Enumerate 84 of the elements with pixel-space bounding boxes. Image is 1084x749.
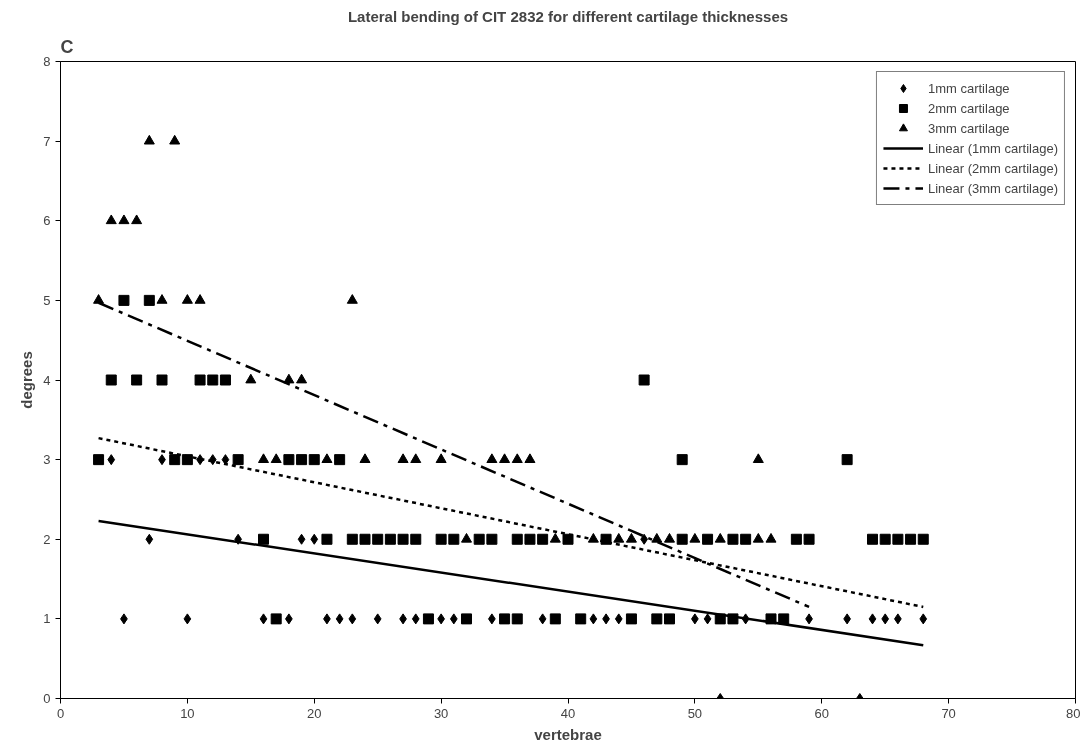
legend-label: 3mm cartilage	[927, 120, 1010, 136]
x-tick-label: 10	[180, 705, 195, 721]
point	[524, 453, 536, 464]
point	[208, 454, 217, 466]
point	[346, 294, 358, 304]
point	[614, 613, 623, 625]
point	[359, 453, 371, 464]
y-tick-label: 2	[43, 531, 51, 547]
y-tick-label: 5	[43, 292, 51, 308]
point	[183, 613, 192, 625]
legend-label: Linear (2mm cartilage)	[927, 160, 1058, 176]
y-tick-label: 4	[43, 372, 51, 388]
point	[435, 453, 447, 464]
point	[373, 613, 382, 625]
point	[486, 453, 498, 464]
point	[651, 532, 663, 543]
point	[549, 532, 561, 543]
point	[143, 134, 155, 145]
point	[296, 373, 308, 384]
point	[181, 294, 193, 304]
y-tick-label: 1	[43, 611, 51, 627]
point	[169, 134, 181, 145]
point	[625, 532, 637, 543]
point	[397, 453, 409, 464]
x-tick-label: 20	[307, 705, 322, 721]
point	[752, 532, 764, 543]
point	[131, 214, 143, 225]
point	[310, 533, 319, 545]
x-tick-label: 60	[814, 705, 829, 721]
point	[752, 453, 764, 464]
x-tick-label: 50	[687, 705, 703, 721]
legend-label: 2mm cartilage	[927, 100, 1010, 116]
point	[348, 613, 357, 625]
point	[194, 294, 206, 304]
point	[93, 294, 105, 304]
point	[259, 613, 268, 625]
y-tick-label: 8	[43, 54, 51, 69]
text: C	[60, 36, 74, 57]
x-tick-label: 80	[1066, 705, 1081, 721]
legend-label: Linear (3mm cartilage)	[927, 180, 1058, 196]
point	[538, 613, 547, 625]
point	[919, 613, 928, 625]
point	[689, 532, 701, 543]
point	[703, 613, 712, 625]
point	[664, 532, 675, 543]
point	[511, 453, 523, 464]
point	[321, 453, 333, 464]
x-tick-label: 0	[56, 705, 65, 721]
point	[613, 532, 625, 543]
point	[410, 453, 422, 464]
legend-label: Linear (1mm cartilage)	[927, 140, 1058, 156]
point	[449, 613, 458, 625]
point	[270, 453, 282, 464]
point	[741, 613, 750, 625]
point	[881, 613, 890, 625]
x-axis-title: vertebrae	[534, 725, 602, 743]
y-tick-label: 0	[43, 691, 51, 706]
point	[156, 294, 168, 304]
x-tick-label: 30	[433, 705, 449, 721]
point	[499, 453, 511, 464]
point	[714, 532, 726, 543]
point	[461, 532, 472, 543]
point	[107, 454, 116, 466]
legend-label: 1mm cartilage	[927, 80, 1010, 96]
y-axis-title: degrees	[18, 351, 36, 409]
point	[245, 373, 257, 384]
point	[283, 373, 295, 384]
point	[587, 532, 599, 543]
y-tick-label: 7	[43, 133, 51, 149]
point	[589, 613, 598, 625]
point	[868, 613, 877, 625]
y-tick-label: 6	[43, 213, 51, 229]
x-tick-label: 70	[941, 705, 956, 721]
x-tick-label: 40	[560, 705, 576, 721]
point	[118, 214, 130, 225]
point	[297, 533, 306, 545]
point	[411, 613, 420, 625]
y-tick-label: 3	[43, 452, 51, 468]
point	[765, 532, 777, 543]
point	[335, 613, 344, 625]
point	[145, 533, 154, 545]
point	[105, 214, 117, 225]
chart-title: Lateral bending of CIT 2832 for different cartilage thicknesses	[347, 7, 789, 25]
point	[258, 453, 269, 464]
